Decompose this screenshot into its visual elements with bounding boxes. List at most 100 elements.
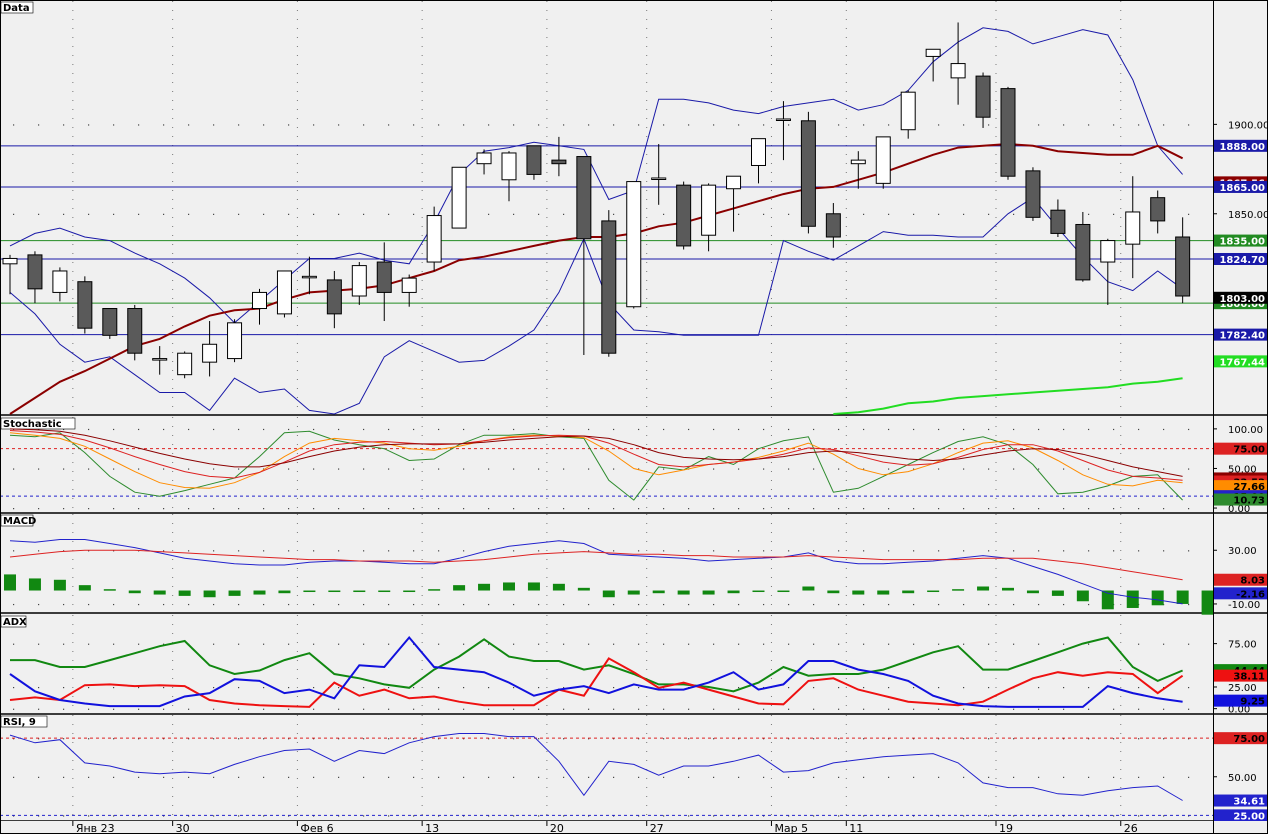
- grid-dot: [63, 124, 65, 126]
- x-tick-label: 11: [849, 822, 863, 834]
- grid-dot: [1038, 124, 1040, 126]
- grid-dot: [1113, 708, 1115, 710]
- grid-dot: [188, 708, 190, 710]
- grid-dot: [663, 815, 665, 817]
- grid-dot: [788, 643, 790, 645]
- grid-dot: [188, 213, 190, 215]
- grid-dot: [1163, 776, 1165, 778]
- grid-dot: [313, 124, 315, 126]
- panel-title: RSI, 9: [3, 717, 36, 728]
- grid-dot: [1088, 776, 1090, 778]
- grid-dot: [363, 776, 365, 778]
- grid-dot: [1188, 124, 1190, 126]
- histogram-bar: [952, 589, 965, 591]
- grid-dot: [463, 738, 465, 740]
- grid-dot: [863, 738, 865, 740]
- candle-bull: [301, 275, 317, 279]
- grid-dot: [463, 708, 465, 710]
- candle-bull: [401, 277, 417, 293]
- grid-dot: [438, 738, 440, 740]
- grid-dot: [238, 738, 240, 740]
- grid-dot: [938, 738, 940, 740]
- grid-dot: [1063, 815, 1065, 817]
- histogram-bar: [1051, 590, 1064, 596]
- grid-dot: [1038, 738, 1040, 740]
- grid-dot: [263, 776, 265, 778]
- grid-dot: [1088, 603, 1090, 606]
- grid-dot: [313, 776, 315, 778]
- grid-dot: [863, 643, 865, 645]
- grid-dot: [1013, 468, 1015, 470]
- series-line-0: [9, 430, 1183, 501]
- grid-dot: [1088, 738, 1090, 740]
- grid-dot: [1138, 776, 1140, 778]
- grid-dot: [763, 815, 765, 817]
- grid-dot: [613, 686, 615, 689]
- grid-dot: [738, 468, 740, 470]
- grid-dot: [1013, 550, 1015, 552]
- y-tick-label: 75.00: [1228, 640, 1257, 651]
- grid-dot: [638, 124, 640, 126]
- grid-dot: [1013, 643, 1015, 645]
- grid-dot: [88, 815, 90, 817]
- grid-dot: [563, 776, 565, 778]
- grid-dot: [963, 776, 965, 778]
- grid-dot: [713, 738, 715, 740]
- y-tick-label: 1850.00: [1228, 210, 1268, 221]
- histogram-bar: [827, 590, 840, 594]
- grid-dot: [613, 550, 615, 552]
- grid-dot: [613, 508, 615, 510]
- grid-dot: [813, 708, 815, 710]
- candle-bull: [276, 270, 292, 315]
- value-badge: 1782.40: [1214, 328, 1267, 342]
- grid-dot: [38, 643, 40, 645]
- grid-dot: [813, 686, 815, 689]
- grid-dot: [688, 428, 690, 431]
- gridline-dots: [13, 428, 1190, 510]
- gridline-dots: [13, 738, 1190, 817]
- grid-dot: [938, 708, 940, 710]
- grid-dot: [663, 428, 665, 431]
- grid-dot: [938, 428, 940, 431]
- grid-dot: [913, 213, 915, 215]
- grid-dot: [163, 428, 165, 431]
- grid-dot: [388, 468, 390, 470]
- grid-dot: [638, 708, 640, 710]
- grid-dot: [1088, 428, 1090, 431]
- grid-dot: [513, 776, 515, 778]
- grid-dot: [463, 776, 465, 778]
- grid-dot: [838, 508, 840, 510]
- grid-dot: [1138, 508, 1140, 510]
- grid-dot: [13, 124, 15, 126]
- grid-dot: [938, 468, 940, 470]
- grid-dot: [88, 213, 90, 215]
- value-badge-label: 9.25: [1240, 697, 1265, 708]
- grid-dot: [488, 603, 490, 606]
- x-axis: Янв 23 30 Фев 6 13 20 27 Мар 5 11 19 26: [0, 821, 1268, 834]
- grid-dot: [438, 643, 440, 645]
- grid-dot: [888, 776, 890, 778]
- grid-dot: [838, 643, 840, 645]
- grid-dot: [913, 603, 915, 606]
- histogram-bar: [478, 583, 491, 591]
- grid-dot: [1163, 124, 1165, 126]
- grid-dot: [713, 776, 715, 778]
- grid-dot: [538, 815, 540, 817]
- grid-dot: [263, 686, 265, 689]
- candle-bear: [551, 159, 567, 165]
- grid-dot: [463, 124, 465, 126]
- grid-dot: [88, 776, 90, 778]
- grid-dot: [363, 213, 365, 215]
- grid-dot: [738, 124, 740, 126]
- moving-average-dark-red-line: [9, 142, 1184, 415]
- grid-dot: [13, 686, 15, 689]
- grid-dot: [588, 643, 590, 645]
- grid-dot: [163, 776, 165, 778]
- grid-dot: [1188, 815, 1190, 817]
- grid-dot: [113, 738, 115, 740]
- grid-dot: [1038, 686, 1040, 689]
- y-tick-label: 100.00: [1228, 425, 1263, 436]
- grid-dot: [113, 686, 115, 689]
- grid-dot: [513, 124, 515, 126]
